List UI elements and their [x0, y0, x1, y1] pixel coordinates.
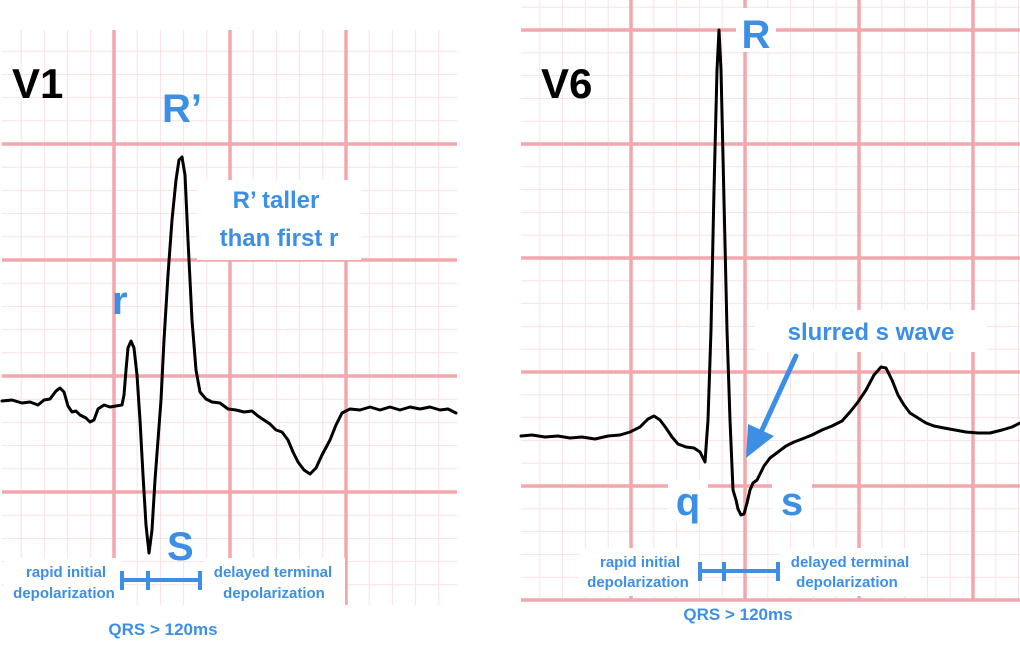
- v6-R-label: R: [742, 13, 771, 57]
- v1-note-line2: than first r: [220, 225, 339, 252]
- v6-panel: V6 R slurred s wave q s rapid initial de…: [519, 0, 1020, 624]
- v6-rapid-line2: depolarization: [587, 574, 689, 591]
- v6-lead-label: V6: [541, 60, 592, 107]
- v6-ecg-trace: [519, 28, 1020, 517]
- v1-r-label: r: [112, 279, 128, 323]
- v1-s-label: S: [167, 525, 194, 569]
- v1-ecg-trace: [0, 155, 458, 555]
- v6-slurred-arrow: [746, 353, 799, 458]
- v1-delayed-line2: depolarization: [223, 585, 325, 602]
- v1-qrs-label: QRS > 120ms: [108, 620, 217, 639]
- v1-lead-label: V1: [12, 60, 63, 107]
- v1-delayed-line1: delayed terminal: [214, 564, 332, 581]
- v1-r-prime-label: R’: [162, 87, 202, 131]
- v6-qrs-label: QRS > 120ms: [683, 605, 792, 624]
- v6-slurred-label: slurred s wave: [788, 319, 955, 346]
- v1-note-line1: R’ taller: [233, 187, 320, 214]
- v6-delayed-line1: delayed terminal: [791, 554, 909, 571]
- v6-q-label: q: [676, 480, 700, 524]
- v1-rapid-line1: rapid initial: [26, 564, 106, 581]
- v1-grid: [2, 30, 457, 605]
- v6-qrs-bracket: [698, 562, 780, 581]
- v6-delayed-line2: depolarization: [796, 574, 898, 591]
- v1-qrs-bracket: [120, 571, 202, 590]
- v6-s-label: s: [781, 480, 803, 524]
- v6-rapid-line1: rapid initial: [600, 554, 680, 571]
- v6-grid: [521, 0, 1020, 602]
- v1-panel: V1 R’ r S R’ taller than first r rapid i…: [0, 30, 458, 639]
- v1-rapid-line2: depolarization: [13, 585, 115, 602]
